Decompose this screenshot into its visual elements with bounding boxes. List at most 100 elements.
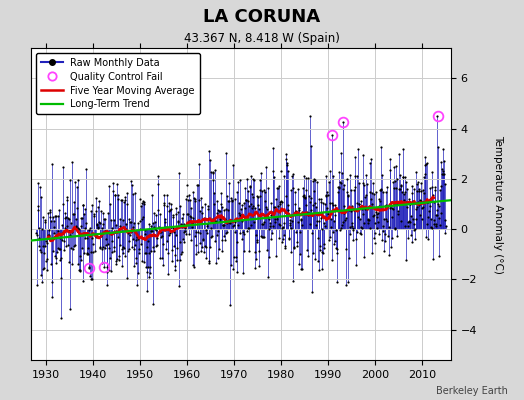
Point xyxy=(137,203,145,209)
Point xyxy=(72,216,81,222)
Point xyxy=(53,228,62,234)
Point xyxy=(188,224,196,230)
Point xyxy=(300,194,309,200)
Point xyxy=(41,258,50,265)
Point xyxy=(253,238,261,245)
Point xyxy=(426,203,434,210)
Point xyxy=(293,186,302,192)
Point xyxy=(429,192,438,198)
Point xyxy=(238,270,247,276)
Point xyxy=(326,200,334,206)
Point xyxy=(206,244,214,250)
Point xyxy=(237,212,245,218)
Point xyxy=(270,219,279,226)
Point xyxy=(234,222,243,228)
Point xyxy=(281,193,290,199)
Point xyxy=(362,205,370,212)
Point xyxy=(414,179,422,186)
Point xyxy=(160,200,169,206)
Point xyxy=(158,226,166,232)
Point xyxy=(195,230,204,236)
Point xyxy=(325,168,334,174)
Point xyxy=(240,231,248,237)
Point xyxy=(291,209,300,216)
Point xyxy=(205,148,214,155)
Point xyxy=(279,236,288,242)
Point xyxy=(80,211,89,217)
Point xyxy=(126,178,135,184)
Point xyxy=(241,185,249,191)
Point xyxy=(67,245,75,252)
Point xyxy=(247,201,255,207)
Point xyxy=(400,196,408,203)
Point xyxy=(405,218,413,224)
Point xyxy=(304,174,312,181)
Point xyxy=(88,276,96,282)
Point xyxy=(421,154,430,160)
Point xyxy=(256,193,265,199)
Point xyxy=(51,253,59,259)
Point xyxy=(162,246,170,252)
Point xyxy=(340,202,348,209)
Point xyxy=(249,176,258,182)
Point xyxy=(209,170,217,176)
Point xyxy=(257,234,266,240)
Point xyxy=(37,272,45,278)
Point xyxy=(311,176,319,183)
Point xyxy=(396,172,404,178)
Point xyxy=(325,179,333,185)
Point xyxy=(210,190,218,197)
Point xyxy=(398,189,406,195)
Point xyxy=(328,256,336,263)
Point xyxy=(289,278,298,284)
Point xyxy=(32,230,40,236)
Point xyxy=(415,186,423,192)
Point xyxy=(265,216,274,222)
Point xyxy=(423,160,431,166)
Point xyxy=(249,177,258,183)
Point xyxy=(65,259,73,265)
Point xyxy=(50,230,58,236)
Point xyxy=(34,180,42,186)
Point xyxy=(46,207,54,213)
Point xyxy=(100,216,108,222)
Point xyxy=(149,300,158,307)
Point xyxy=(137,200,146,206)
Point xyxy=(127,229,135,236)
Point xyxy=(197,195,205,201)
Point xyxy=(95,219,103,225)
Point xyxy=(133,234,141,240)
Point xyxy=(352,262,360,268)
Point xyxy=(440,170,449,177)
Point xyxy=(399,174,407,180)
Point xyxy=(167,206,176,212)
Point xyxy=(415,201,423,208)
Point xyxy=(409,198,417,204)
Point xyxy=(421,171,429,178)
Point xyxy=(435,215,443,221)
Point xyxy=(164,250,172,256)
Point xyxy=(80,250,88,257)
Point xyxy=(375,202,384,209)
Point xyxy=(334,184,342,190)
Point xyxy=(48,161,57,168)
Point xyxy=(137,240,145,247)
Point xyxy=(188,214,196,221)
Point xyxy=(413,199,422,205)
Point xyxy=(201,242,209,249)
Point xyxy=(399,174,408,180)
Point xyxy=(111,192,119,198)
Point xyxy=(181,225,189,232)
Point xyxy=(229,266,237,272)
Point xyxy=(297,266,305,272)
Point xyxy=(412,206,420,212)
Point xyxy=(210,218,219,224)
Point xyxy=(364,216,372,223)
Point xyxy=(310,188,318,194)
Point xyxy=(273,185,281,192)
Point xyxy=(250,219,258,226)
Point xyxy=(242,215,250,221)
Point xyxy=(87,248,95,255)
Point xyxy=(119,244,128,251)
Point xyxy=(189,188,198,195)
